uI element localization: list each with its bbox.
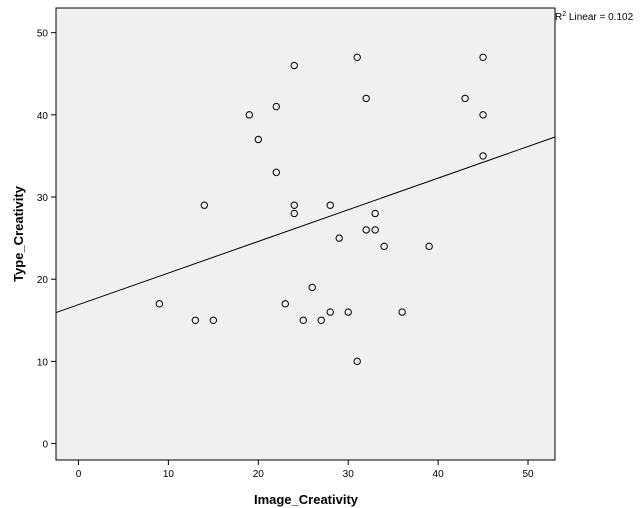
data-point (479, 53, 487, 62)
data-point (281, 300, 289, 308)
x-tick-label: 50 (522, 469, 534, 480)
data-point (245, 111, 254, 119)
data-point (155, 300, 164, 308)
data-point (317, 316, 325, 324)
data-point (200, 201, 209, 209)
data-point (272, 102, 280, 111)
r-squared-value: Linear = 0.102 (566, 12, 633, 23)
x-tick-label: 0 (76, 469, 82, 480)
data-point (191, 316, 200, 324)
data-point (272, 168, 280, 177)
data-point (398, 308, 406, 316)
data-point (380, 242, 388, 251)
x-tick-label: 40 (433, 469, 445, 480)
data-point (290, 61, 298, 70)
data-point (290, 201, 298, 209)
data-point (344, 308, 352, 316)
data-point (299, 316, 307, 324)
data-point (479, 152, 487, 160)
y-tick-label: 40 (37, 111, 49, 122)
y-axis-label: Type_Creativity (11, 185, 26, 282)
data-points (155, 53, 487, 366)
data-point (254, 135, 262, 144)
data-point (335, 234, 343, 242)
data-point (209, 316, 218, 324)
data-point (353, 53, 361, 62)
r-squared-annotation: R2 Linear = 0.102 (555, 11, 634, 23)
data-point (326, 308, 334, 316)
data-point (308, 283, 316, 292)
r-squared-superscript: 2 (562, 11, 566, 18)
data-point (362, 226, 370, 234)
data-point (371, 226, 379, 234)
x-tick-label: 20 (253, 469, 265, 480)
y-tick-label: 30 (37, 193, 49, 204)
y-tick-label: 0 (42, 440, 48, 451)
data-point (461, 94, 469, 103)
fit-line-group (55, 136, 556, 314)
y-tick-label: 20 (37, 275, 49, 286)
data-point (371, 209, 379, 218)
x-tick-label: 10 (163, 469, 175, 480)
x-axis: 0 10 20 30 40 50 (76, 460, 534, 480)
data-point (353, 357, 361, 366)
data-point (290, 209, 298, 218)
fit-line (55, 136, 556, 314)
x-tick-label: 30 (343, 469, 355, 480)
x-axis-label: Image_Creativity (254, 492, 359, 507)
plot-area (55, 7, 556, 461)
data-point (425, 242, 433, 251)
y-tick-label: 10 (37, 357, 49, 368)
y-tick-label: 50 (37, 29, 49, 40)
r-squared-prefix: R (555, 12, 562, 23)
y-axis: 0 10 20 30 40 50 (37, 29, 56, 451)
data-point (326, 201, 334, 209)
data-point (479, 111, 487, 119)
data-point (362, 94, 370, 103)
